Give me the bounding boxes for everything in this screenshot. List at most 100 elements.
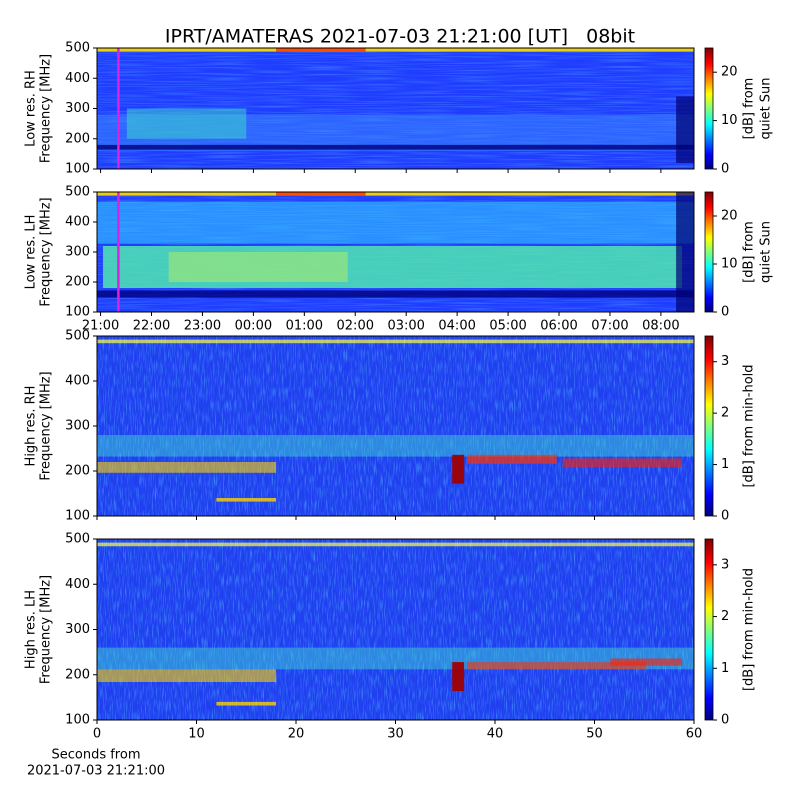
y-tick-label: 300 [65,101,90,116]
y-axis-label: Frequency [MHz] [39,371,54,480]
x-tick-label: 05:00 [489,319,526,334]
colorbar-label: [dB] from [742,221,757,283]
spectrogram-feature [97,542,694,547]
x-tick-label: 40 [487,727,504,742]
y-tick-label: 200 [65,464,90,479]
x-tick-label: 08:00 [642,319,679,334]
y-axis-label: Low res. RH [24,70,39,147]
y-axis-label: High res. LH [24,590,39,669]
y-tick-label: 100 [65,713,90,728]
colorbar-tick-label: 2 [721,609,729,624]
y-tick-label: 200 [65,275,90,290]
spectrogram-feature [452,662,465,692]
colorbar [704,47,714,170]
colorbar [704,335,714,517]
spectrogram-feature [97,669,277,682]
colorbar [704,538,714,721]
chart-title: IPRT/AMATERAS 2021-07-03 21:21:00 [UT] 0… [165,26,635,48]
y-tick-label: 200 [65,667,90,682]
colorbar-tick-label: 3 [721,354,729,369]
colorbar-tick-label: 0 [721,713,729,728]
spectrogram-feature [676,96,694,163]
colorbar-tick-label: 0 [721,305,729,320]
spectrogram-feature [97,435,694,457]
x-tick-label: 60 [686,727,703,742]
x-tick-label: 10 [188,727,205,742]
y-tick-label: 400 [65,577,90,592]
spectrogram-feature [610,658,683,666]
spectrogram-feature [467,454,557,464]
x-tick-label: 0 [93,727,101,742]
spectrogram-feature [97,462,277,473]
spectrogram-feature [467,662,647,670]
colorbar [704,191,714,313]
colorbar-tick-label: 1 [721,457,729,472]
x-tick-label: 21:00 [82,319,119,334]
y-axis-label: High res. RH [24,386,39,467]
spectrogram-feature [97,48,694,52]
spectrogram-feature [97,144,694,150]
spectrogram-feature [676,192,694,312]
spectrogram-feature [452,454,465,484]
y-tick-label: 100 [65,162,90,177]
colorbar-label: [dB] from min-hold [742,364,757,487]
x-tick-label: 04:00 [438,319,475,334]
x-tick-label: 07:00 [591,319,628,334]
colorbar-tick-label: 3 [721,557,729,572]
spectrogram-feature [97,192,694,196]
x-tick-label: 06:00 [540,319,577,334]
colorbar-tick-label: 20 [721,65,738,80]
spectrogram-feature [97,201,694,244]
colorbar-tick-label: 20 [721,209,738,224]
x-tick-label: 50 [586,727,603,742]
y-axis-label: Frequency [MHz] [39,54,54,163]
spectrogram-feature [126,108,247,139]
x-tick-label: 01:00 [286,319,323,334]
y-axis-label: Low res. LH [24,215,39,290]
y-tick-label: 300 [65,419,90,434]
spectrogram-feature [97,339,694,344]
y-tick-label: 500 [65,41,90,56]
y-tick-label: 500 [65,185,90,200]
x-tick-label: 03:00 [387,319,424,334]
x-tick-label: 00:00 [235,319,272,334]
y-tick-label: 400 [65,71,90,86]
colorbar-tick-label: 0 [721,162,729,177]
x-tick-label: 23:00 [184,319,221,334]
colorbar-label: [dB] from min-hold [742,568,757,691]
x-tick-label: 20 [288,727,305,742]
x-tick-label: 22:00 [133,319,170,334]
spectrogram-texture [97,539,694,720]
colorbar-tick-label: 2 [721,406,729,421]
x-tick-label: 02:00 [337,319,374,334]
y-tick-label: 500 [65,329,90,344]
spectrogram-feature [216,498,277,502]
colorbar-label: quiet Sun [759,221,774,283]
spectrogram-feature [276,192,366,196]
colorbar-label: quiet Sun [759,77,774,139]
colorbar-tick-label: 0 [721,509,729,524]
y-tick-label: 200 [65,131,90,146]
spectrogram-feature [168,252,348,282]
y-tick-label: 100 [65,305,90,320]
spectrogram-feature [97,290,694,298]
y-tick-label: 100 [65,509,90,524]
y-tick-label: 300 [65,622,90,637]
spectrogram-feature [216,701,277,706]
y-axis-label: Frequency [MHz] [39,197,54,306]
colorbar-tick-label: 10 [721,257,738,272]
spectrogram-texture [97,336,694,516]
y-tick-label: 400 [65,374,90,389]
y-tick-label: 400 [65,215,90,230]
x-axis-label: Seconds from [51,748,140,763]
colorbar-tick-label: 10 [721,113,738,128]
spectrogram-feature [276,48,366,52]
spectrogram-feature [562,458,683,468]
x-axis-label: 2021-07-03 21:21:00 [27,764,165,779]
colorbar-label: [dB] from [742,78,757,140]
x-tick-label: 30 [387,727,404,742]
y-axis-label: Frequency [MHz] [39,575,54,684]
y-tick-label: 500 [65,532,90,547]
colorbar-tick-label: 1 [721,661,729,676]
